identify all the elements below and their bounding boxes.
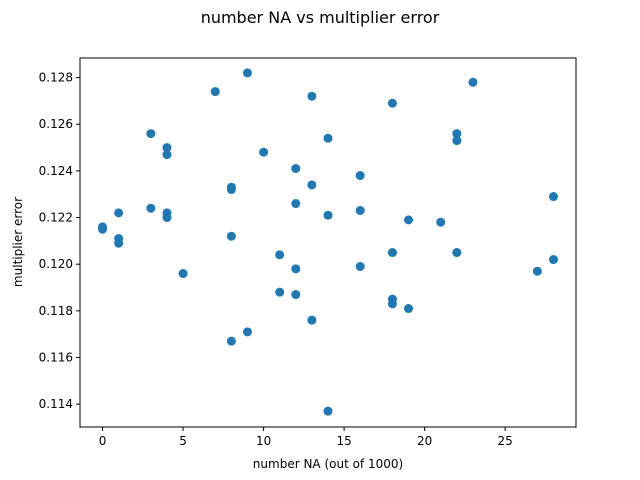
data-point (259, 147, 269, 157)
y-tick-label: 0.116 (39, 350, 73, 364)
data-point (242, 68, 252, 78)
data-point (98, 224, 108, 234)
data-point (307, 91, 317, 101)
data-point (291, 199, 301, 209)
chart-title: number NA vs multiplier error (200, 8, 440, 27)
data-point (114, 238, 124, 248)
data-point (387, 299, 397, 309)
data-point (404, 304, 414, 314)
data-point (323, 406, 333, 416)
data-point (355, 206, 365, 216)
data-point (548, 192, 558, 202)
x-tick-label: 0 (99, 434, 107, 448)
x-axis-ticks: 0 5 10 15 20 25 (99, 427, 513, 448)
data-point (178, 269, 188, 279)
data-point (404, 215, 414, 225)
data-point (162, 150, 172, 160)
data-point (468, 77, 478, 87)
data-point (387, 248, 397, 258)
data-point (387, 98, 397, 108)
y-tick-label: 0.124 (39, 164, 73, 178)
data-point (355, 262, 365, 272)
data-point (226, 231, 236, 241)
points-layer (98, 68, 558, 416)
y-axis-label: multiplier error (11, 197, 25, 287)
plot-frame (79, 57, 577, 428)
data-point (226, 336, 236, 346)
x-tick-label: 20 (417, 434, 432, 448)
data-point (114, 208, 124, 218)
y-tick-label: 0.122 (39, 211, 73, 225)
x-tick-label: 5 (179, 434, 187, 448)
data-point (307, 315, 317, 325)
y-tick-label: 0.128 (39, 71, 73, 85)
x-tick-label: 15 (336, 434, 351, 448)
data-point (210, 87, 220, 97)
y-tick-label: 0.114 (39, 397, 73, 411)
data-point (291, 290, 301, 300)
y-tick-label: 0.118 (39, 304, 73, 318)
data-point (307, 180, 317, 190)
data-point (226, 185, 236, 195)
data-point (291, 264, 301, 274)
data-point (452, 129, 462, 139)
data-point (275, 250, 285, 260)
data-point (323, 133, 333, 143)
data-point (532, 266, 542, 276)
x-axis-label: number NA (out of 1000) (253, 457, 403, 471)
data-point (548, 255, 558, 265)
data-point (291, 164, 301, 174)
data-point (355, 171, 365, 181)
data-point (162, 213, 172, 223)
data-point (146, 129, 156, 139)
data-point (146, 203, 156, 213)
x-tick-label: 10 (256, 434, 271, 448)
data-point (436, 217, 446, 227)
y-axis-ticks: 0.114 0.116 0.118 0.120 0.122 0.124 0.126 0.128 (39, 71, 80, 411)
data-point (323, 210, 333, 220)
data-point (452, 136, 462, 146)
y-tick-label: 0.120 (39, 257, 73, 271)
x-tick-label: 25 (498, 434, 513, 448)
data-point (162, 143, 172, 153)
data-point (242, 327, 252, 337)
data-point (452, 248, 462, 258)
y-tick-label: 0.126 (39, 117, 73, 131)
data-point (275, 287, 285, 297)
